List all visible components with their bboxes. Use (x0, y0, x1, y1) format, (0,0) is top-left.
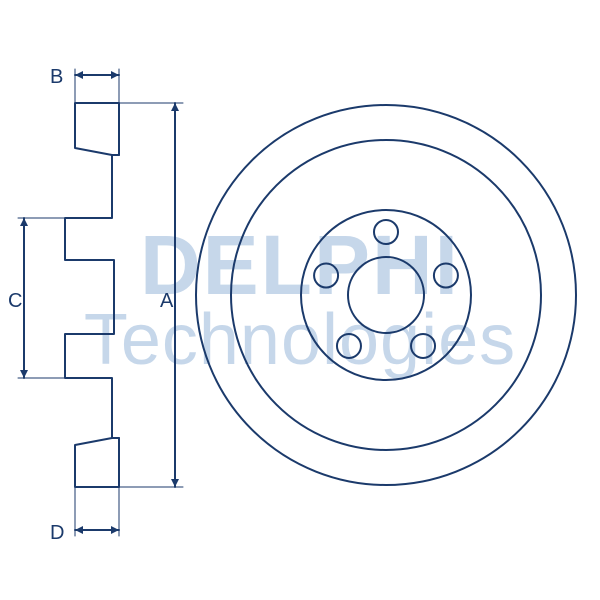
dim-label-C: C (8, 290, 22, 313)
dim-label-D: D (50, 522, 64, 545)
dim-label-B: B (50, 66, 63, 89)
technical-drawing (0, 0, 600, 600)
dim-label-A: A (160, 290, 173, 313)
